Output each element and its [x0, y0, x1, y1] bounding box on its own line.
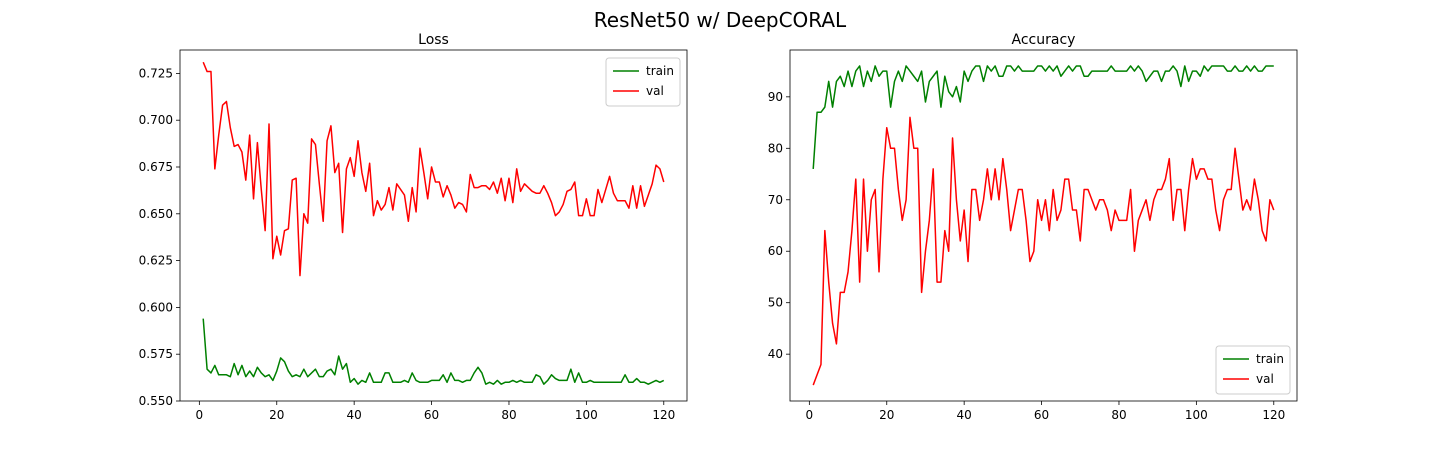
accuracy-y-tick-label: 40 [768, 347, 783, 361]
accuracy-legend-box [1215, 345, 1291, 395]
loss-axes-frame [179, 49, 688, 402]
accuracy-x-tick-label: 120 [1262, 408, 1285, 422]
loss-panel: Loss 0 20 40 60 80 100 120 0.550 0.575 0.600 0.625 0… [139, 32, 688, 422]
accuracy-panel: Accuracy 0 20 40 60 80 100 120 40 50 60 70 80 90 train… [768, 32, 1298, 422]
accuracy-x-tick-label: 100 [1185, 408, 1208, 422]
loss-y-tick-label: 0.700 [139, 113, 173, 127]
loss-x-tick-label: 40 [347, 408, 362, 422]
loss-legend-box [605, 57, 681, 107]
accuracy-x-tick-label: 60 [1034, 408, 1049, 422]
accuracy-x-tick-label: 40 [957, 408, 972, 422]
accuracy-x-tick-label: 20 [879, 408, 894, 422]
accuracy-series-val-line [812, 116, 1275, 386]
loss-y-tick-label: 0.725 [139, 66, 173, 80]
accuracy-x-tick-label: 0 [806, 408, 814, 422]
accuracy-legend-label-val: val [1256, 372, 1274, 386]
figure-title: ResNet50 w/ DeepCORAL [594, 8, 847, 32]
loss-x-tick-label: 120 [652, 408, 675, 422]
accuracy-y-tick-label: 50 [768, 296, 783, 310]
accuracy-series-train-line [812, 65, 1274, 169]
accuracy-legend-label-train: train [1256, 352, 1284, 366]
loss-legend: train val [605, 57, 681, 107]
loss-y-tick-label: 0.625 [139, 254, 173, 268]
loss-legend-label-val: val [646, 84, 664, 98]
loss-x-tick-label: 0 [196, 408, 204, 422]
loss-y-tick-label: 0.550 [139, 394, 173, 408]
loss-y-tick-label: 0.675 [139, 160, 173, 174]
loss-x-tick-label: 60 [424, 408, 439, 422]
accuracy-y-tick-label: 90 [768, 90, 783, 104]
loss-series-val-line [202, 61, 665, 277]
loss-y-tick-label: 0.575 [139, 347, 173, 361]
accuracy-panel-title: Accuracy [1012, 32, 1076, 48]
loss-y-tick-label: 0.650 [139, 207, 173, 221]
accuracy-legend: train val [1215, 345, 1291, 395]
accuracy-axes-frame [789, 49, 1298, 402]
accuracy-y-tick-label: 70 [768, 193, 783, 207]
loss-x-tick-label: 20 [269, 408, 284, 422]
loss-x-tick-label: 100 [575, 408, 598, 422]
loss-series-train-line [202, 318, 665, 385]
accuracy-y-tick-label: 80 [768, 141, 783, 155]
loss-legend-label-train: train [646, 64, 674, 78]
loss-panel-title: Loss [418, 32, 449, 48]
loss-x-tick-label: 80 [501, 408, 516, 422]
accuracy-x-tick-label: 80 [1111, 408, 1126, 422]
accuracy-y-tick-label: 60 [768, 244, 783, 258]
loss-y-tick-label: 0.600 [139, 300, 173, 314]
